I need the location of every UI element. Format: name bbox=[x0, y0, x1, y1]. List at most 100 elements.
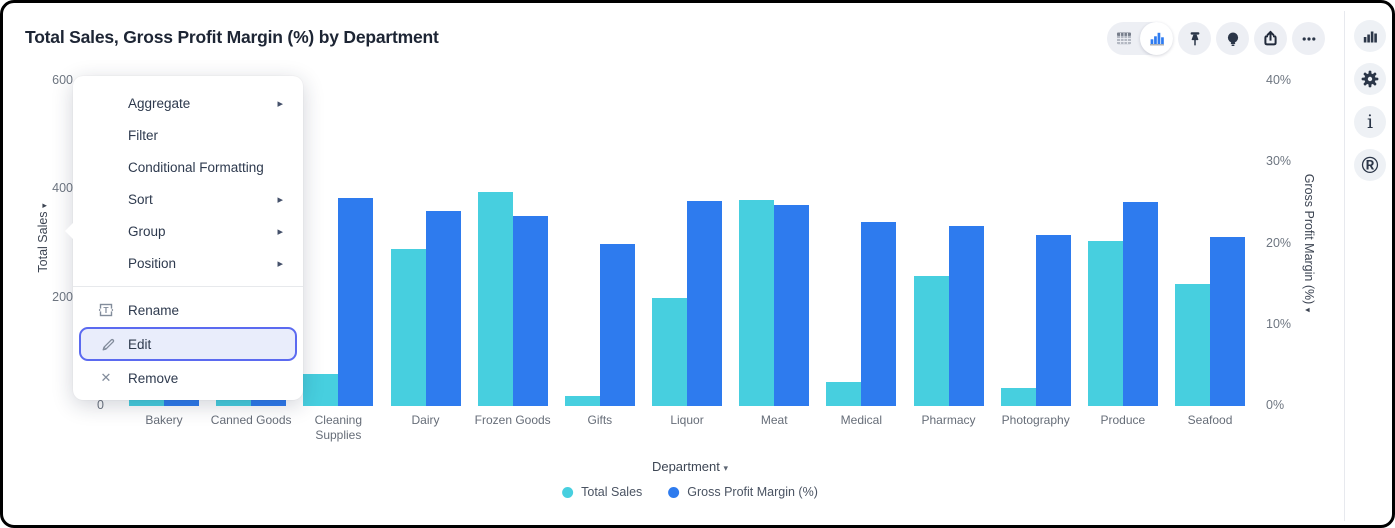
bar-total-sales-photography[interactable] bbox=[1000, 388, 1036, 406]
bar-gross-profit-margin-produce[interactable] bbox=[1122, 202, 1158, 406]
page-title: Total Sales, Gross Profit Margin (%) by … bbox=[25, 27, 439, 47]
legend-item-total-sales[interactable]: Total Sales bbox=[562, 485, 642, 499]
menu-item-rename[interactable]: T Rename bbox=[73, 294, 303, 326]
submenu-arrow-icon: ▸ bbox=[277, 97, 283, 110]
rename-icon: T bbox=[97, 301, 115, 319]
menu-item-label: Filter bbox=[128, 127, 158, 143]
more-options-button[interactable] bbox=[1292, 22, 1325, 55]
insights-button[interactable] bbox=[1216, 22, 1249, 55]
right-axis-tick: 20% bbox=[1266, 235, 1292, 250]
info-icon: i bbox=[1366, 110, 1374, 133]
ellipsis-icon bbox=[1302, 36, 1315, 41]
legend-dot-icon bbox=[668, 486, 680, 498]
legend-item-gross-profit-margin[interactable]: Gross Profit Margin (%) bbox=[668, 485, 818, 499]
bar-total-sales-frozen-goods[interactable] bbox=[477, 192, 513, 406]
gear-icon bbox=[1361, 70, 1379, 88]
left-axis-tick: 600 bbox=[52, 73, 73, 87]
legend-label: Total Sales bbox=[581, 485, 643, 499]
menu-item-label: Edit bbox=[128, 336, 152, 352]
submenu-arrow-icon: ▸ bbox=[277, 257, 283, 270]
y-axis-label-gross-profit-margin[interactable]: Gross Profit Margin (%) ▾ bbox=[1302, 173, 1316, 313]
category-label-bakery: Bakery bbox=[145, 413, 183, 427]
menu-item-label: Sort bbox=[128, 191, 153, 207]
menu-item-filter[interactable]: Filter bbox=[73, 119, 303, 151]
y-axis-label-total-sales[interactable]: Total Sales ▾ bbox=[36, 203, 50, 273]
pin-icon bbox=[1190, 31, 1199, 45]
bar-gross-profit-margin-photography[interactable] bbox=[1035, 235, 1071, 406]
export-button[interactable] bbox=[1254, 22, 1287, 55]
bar-chart-icon bbox=[1149, 32, 1164, 46]
toolbar bbox=[1107, 22, 1325, 55]
category-label-produce: Produce bbox=[1100, 413, 1146, 427]
legend-label: Gross Profit Margin (%) bbox=[687, 485, 818, 499]
svg-text:T: T bbox=[103, 305, 109, 315]
x-icon: ✕ bbox=[100, 370, 112, 385]
menu-item-edit[interactable]: Edit bbox=[79, 327, 297, 361]
bar-total-sales-liquor[interactable] bbox=[652, 297, 688, 406]
view-toggle bbox=[1107, 22, 1173, 55]
right-axis-tick: 30% bbox=[1266, 154, 1292, 169]
bar-gross-profit-margin-meat[interactable] bbox=[774, 205, 810, 406]
category-label-gifts: Gifts bbox=[587, 413, 613, 427]
chart-type-button[interactable] bbox=[1354, 20, 1386, 52]
x-axis-label-department[interactable]: Department ▾ bbox=[651, 459, 729, 474]
menu-pointer-notch bbox=[65, 223, 73, 239]
bar-total-sales-pharmacy[interactable] bbox=[913, 276, 949, 406]
share-icon bbox=[1264, 30, 1277, 46]
bar-total-sales-meat[interactable] bbox=[739, 200, 775, 406]
menu-divider bbox=[73, 286, 303, 287]
dropdown-arrow-icon: ▾ bbox=[1303, 307, 1313, 313]
info-button[interactable]: i bbox=[1354, 106, 1386, 138]
menu-item-conditional-formatting[interactable]: Conditional Formatting bbox=[73, 151, 303, 183]
pin-button[interactable] bbox=[1178, 22, 1211, 55]
menu-item-sort[interactable]: Sort ▸ bbox=[73, 183, 303, 215]
submenu-arrow-icon: ▸ bbox=[277, 193, 283, 206]
bar-gross-profit-margin-gifts[interactable] bbox=[599, 243, 635, 406]
bar-total-sales-produce[interactable] bbox=[1087, 240, 1123, 406]
right-axis-tick: 40% bbox=[1266, 73, 1292, 87]
category-label-pharmacy: Pharmacy bbox=[921, 413, 976, 427]
category-label-frozen-goods: Frozen Goods bbox=[474, 413, 551, 427]
menu-item-position[interactable]: Position ▸ bbox=[73, 247, 303, 279]
category-label-liquor: Liquor bbox=[670, 413, 704, 427]
menu-item-label: Rename bbox=[128, 302, 180, 318]
table-icon bbox=[1116, 32, 1131, 45]
category-label-canned-goods: Canned Goods bbox=[210, 413, 292, 427]
bar-total-sales-cleaning-supplies[interactable] bbox=[303, 373, 339, 406]
bar-total-sales-medical[interactable] bbox=[826, 381, 862, 406]
menu-item-label: Conditional Formatting bbox=[128, 159, 264, 175]
table-view-button[interactable] bbox=[1107, 22, 1140, 55]
bar-gross-profit-margin-liquor[interactable] bbox=[687, 201, 723, 406]
column-chart-icon bbox=[1363, 31, 1377, 42]
bar-gross-profit-margin-pharmacy[interactable] bbox=[948, 226, 984, 406]
bar-total-sales-gifts[interactable] bbox=[564, 396, 600, 406]
menu-item-remove[interactable]: ✕ Remove bbox=[73, 362, 303, 394]
bar-total-sales-seafood[interactable] bbox=[1175, 284, 1211, 406]
menu-item-label: Group bbox=[128, 223, 166, 239]
chart-legend: Total Sales Gross Profit Margin (%) bbox=[562, 485, 818, 499]
left-axis-tick: 400 bbox=[52, 181, 73, 196]
r-logo-button[interactable]: ® bbox=[1354, 149, 1386, 181]
bar-gross-profit-margin-dairy[interactable] bbox=[425, 211, 461, 406]
menu-item-label: Remove bbox=[128, 370, 179, 386]
bar-total-sales-dairy[interactable] bbox=[390, 248, 426, 406]
category-label-seafood: Seafood bbox=[1187, 413, 1233, 427]
bar-gross-profit-margin-medical[interactable] bbox=[861, 221, 897, 406]
menu-item-label: Position bbox=[128, 255, 177, 271]
left-axis-tick: 200 bbox=[52, 289, 73, 304]
r-logo-icon: ® bbox=[1361, 151, 1379, 178]
dropdown-arrow-icon: ▾ bbox=[723, 463, 729, 473]
right-axis-tick: 0% bbox=[1266, 398, 1285, 412]
bar-gross-profit-margin-seafood[interactable] bbox=[1210, 237, 1246, 406]
chart-view-button[interactable] bbox=[1140, 22, 1173, 55]
bar-gross-profit-margin-frozen-goods[interactable] bbox=[512, 215, 548, 406]
settings-button[interactable] bbox=[1354, 63, 1386, 95]
menu-item-aggregate[interactable]: Aggregate ▸ bbox=[73, 87, 303, 119]
pencil-icon bbox=[99, 335, 117, 353]
category-label-photography: Photography bbox=[1001, 413, 1070, 427]
category-label-cleaning-supplies: Cleaning Supplies bbox=[314, 413, 363, 442]
side-toolbar: i ® bbox=[1354, 20, 1386, 181]
bar-gross-profit-margin-cleaning-supplies[interactable] bbox=[338, 198, 374, 406]
menu-item-group[interactable]: Group ▸ bbox=[73, 215, 303, 247]
